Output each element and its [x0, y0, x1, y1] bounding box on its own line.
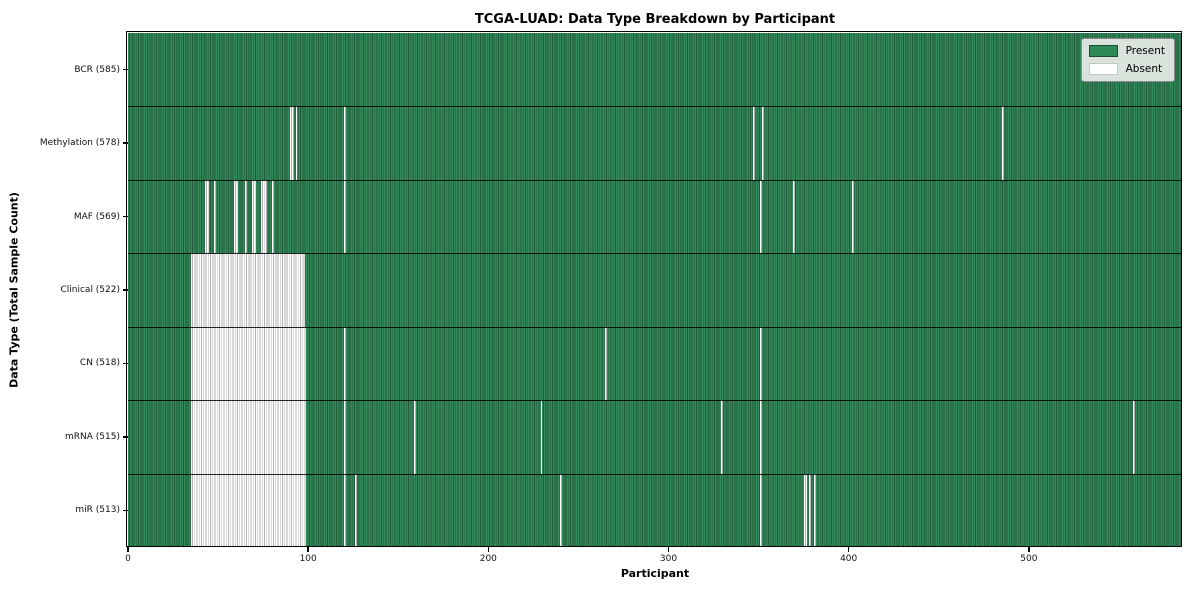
absent-gap-CN — [605, 326, 608, 401]
absent-gap-miR — [191, 473, 307, 547]
legend: Present Absent — [1080, 38, 1175, 82]
absent-gap-mRNA — [540, 400, 543, 474]
absent-gap-mRNA — [720, 400, 723, 474]
absent-gap-miR — [344, 473, 346, 547]
absent-gap-Methylation — [1001, 106, 1004, 180]
y-tick — [123, 436, 128, 438]
absent-gap-MAF — [792, 179, 795, 254]
absent-gap-MAF — [245, 179, 247, 254]
y-tick — [123, 289, 128, 291]
absent-gap-miR — [760, 473, 763, 547]
x-tick — [307, 547, 309, 552]
row-separator — [128, 106, 1182, 108]
x-axis-label: Participant — [620, 567, 690, 580]
absent-gap-Methylation — [291, 106, 294, 180]
row-separator — [128, 400, 1182, 402]
legend-label-present: Present — [1125, 45, 1165, 57]
absent-gap-MAF — [272, 179, 274, 254]
absent-gap-MAF — [234, 179, 238, 254]
absent-gap-Clinical — [191, 253, 305, 327]
absent-gap-MAF — [252, 179, 256, 254]
absent-gap-MAF — [261, 179, 265, 254]
x-tick-label: 300 — [659, 554, 678, 564]
row-label-CN: CN (518) — [79, 358, 120, 369]
x-tick-label: 100 — [299, 554, 317, 564]
absent-gap-CN — [191, 326, 307, 401]
row-label-mRNA: mRNA (515) — [65, 431, 120, 442]
absent-gap-miR — [814, 473, 817, 547]
absent-gap-mRNA — [1133, 400, 1136, 474]
absent-gap-MAF — [214, 179, 217, 254]
absent-gap-Methylation — [290, 106, 292, 180]
y-tick — [123, 69, 128, 71]
absent-gap-miR — [355, 473, 357, 547]
absent-gap-Methylation — [762, 106, 764, 180]
y-axis-label: Data Type (Total Sample Count) — [7, 192, 21, 388]
absent-gap-mRNA — [760, 400, 763, 474]
x-tick — [1028, 547, 1030, 552]
row-label-Methylation: Methylation (578) — [39, 138, 120, 149]
absent-gap-mRNA — [414, 400, 417, 474]
chart-title: TCGA-LUAD: Data Type Breakdown by Partic… — [474, 12, 836, 27]
absent-gap-miR — [803, 473, 808, 547]
legend-entry-present: Present — [1088, 45, 1165, 57]
x-tick — [487, 547, 490, 552]
absent-gap-CN — [760, 326, 763, 401]
absent-gap-mRNA — [344, 400, 346, 474]
y-tick — [123, 362, 128, 365]
absent-gap-CN — [344, 326, 346, 401]
absent-gap-Methylation — [753, 106, 755, 180]
present-swatch-icon — [1088, 45, 1118, 57]
absent-gap-mRNA — [191, 400, 307, 474]
x-tick — [847, 547, 850, 552]
absent-swatch-icon — [1088, 63, 1118, 75]
x-tick-label: 200 — [479, 554, 497, 564]
row-separator — [128, 326, 1182, 328]
row-separator — [128, 253, 1182, 255]
row-separator — [128, 473, 1182, 475]
absent-gap-miR — [560, 473, 563, 547]
y-tick — [123, 509, 128, 511]
x-tick — [127, 547, 129, 552]
absent-gap-MAF — [852, 179, 855, 254]
row-label-MAF: MAF (569) — [73, 211, 120, 222]
absent-gap-MAF — [344, 179, 346, 254]
plot-area — [128, 33, 1182, 547]
y-tick — [123, 215, 128, 218]
y-tick — [123, 142, 128, 144]
row-separator — [128, 179, 1182, 181]
absent-gap-Methylation — [295, 106, 298, 180]
row-label-BCR: BCR (585) — [74, 64, 120, 75]
absent-gap-Methylation — [344, 106, 346, 180]
row-label-Clinical: Clinical (522) — [60, 285, 120, 295]
absent-gap-MAF — [264, 179, 267, 254]
legend-entry-absent: Absent — [1088, 63, 1165, 75]
x-tick-label: 500 — [1020, 554, 1038, 564]
absent-gap-miR — [809, 473, 811, 547]
absent-gap-MAF — [205, 179, 210, 254]
row-label-miR: miR (513) — [75, 505, 120, 516]
x-tick-label: 400 — [840, 554, 858, 564]
legend-label-absent: Absent — [1125, 63, 1163, 75]
absent-gap-MAF — [760, 179, 763, 254]
x-tick — [667, 547, 670, 552]
x-tick-label: 0 — [125, 554, 131, 564]
